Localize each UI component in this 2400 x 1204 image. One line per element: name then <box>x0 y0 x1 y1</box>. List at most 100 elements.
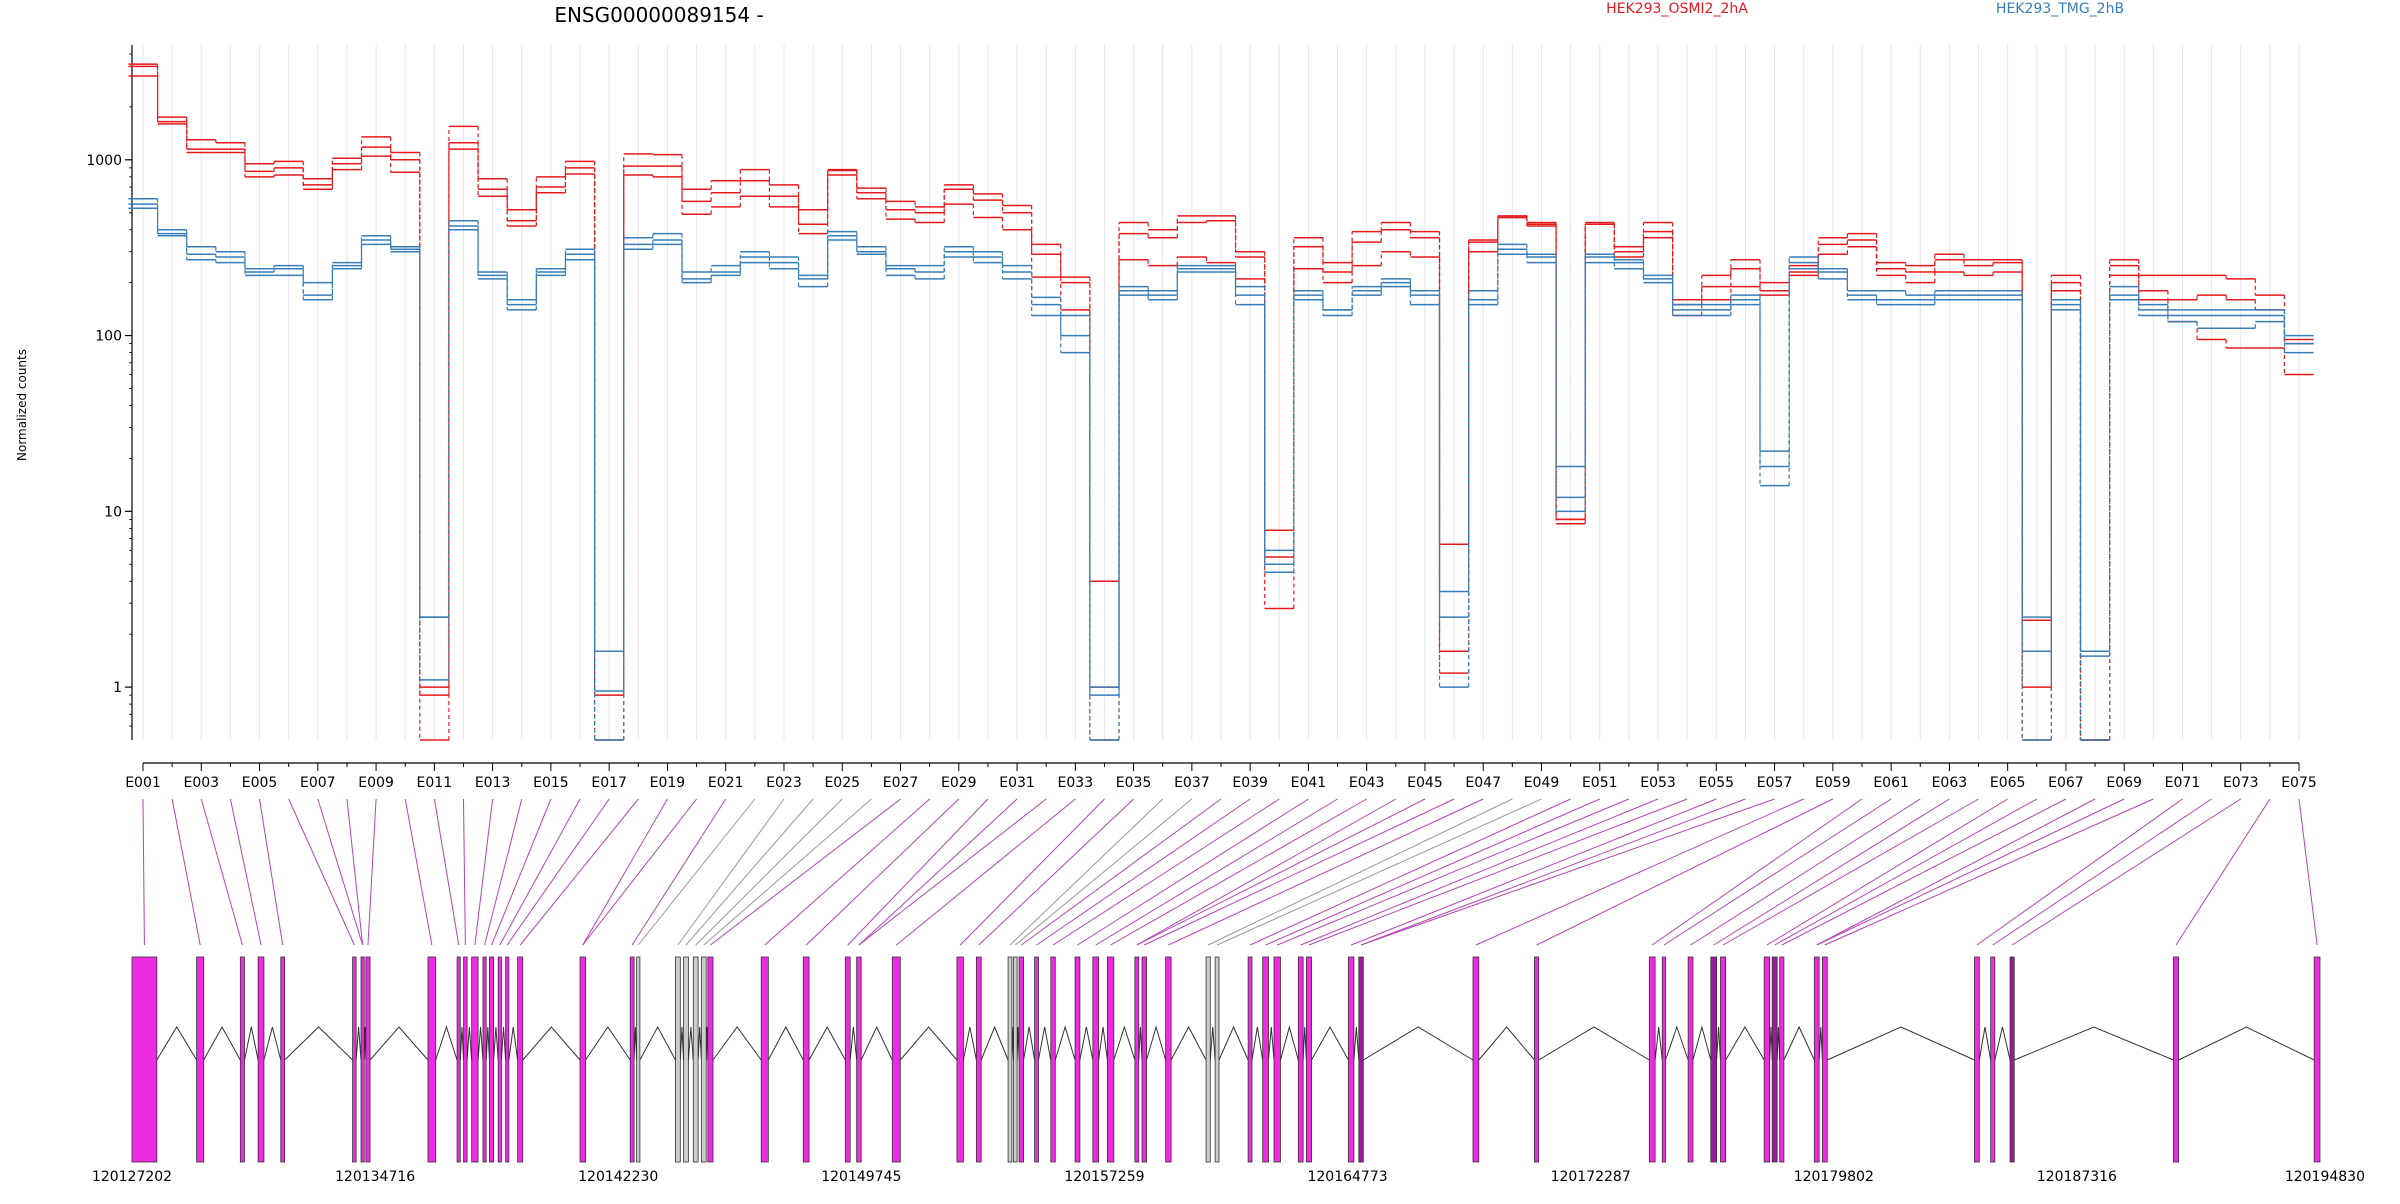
intron-line <box>1209 1026 1216 1061</box>
exon-connector <box>1052 798 1280 946</box>
x-tick-label: E061 <box>1873 775 1909 791</box>
exon-connector <box>1360 798 1775 946</box>
exon-connector <box>506 798 610 946</box>
x-tick-label: E059 <box>1815 775 1851 791</box>
exon-block <box>456 956 461 1163</box>
exon-connector <box>259 798 284 946</box>
exon-block <box>1007 956 1013 1163</box>
intron-line <box>860 1025 893 1061</box>
exon-connector <box>1360 798 1746 946</box>
exon-block <box>692 956 699 1163</box>
exon-block <box>489 956 495 1163</box>
x-tick-label: E037 <box>1174 775 1210 791</box>
exon-connector <box>631 798 727 946</box>
exon-block <box>2313 956 2321 1163</box>
exon-block <box>1779 956 1785 1163</box>
intron-line <box>2014 1026 2174 1061</box>
exon-block <box>1648 956 1656 1163</box>
intron-line <box>1818 1026 1823 1061</box>
exon-block <box>1134 956 1140 1163</box>
x-tick-label: E071 <box>2165 775 2201 791</box>
exon-block <box>802 956 810 1163</box>
intron-line <box>1769 1026 1773 1061</box>
exon-connector <box>1021 798 1222 946</box>
exon-block <box>1661 956 1666 1163</box>
exon-connector <box>764 798 930 946</box>
x-tick-label: E023 <box>766 775 802 791</box>
intron-line <box>1363 1026 1474 1061</box>
x-tick-label: E033 <box>1058 775 1094 791</box>
exon-connector <box>1350 798 1717 946</box>
intron-line <box>1654 1026 1663 1061</box>
exon-block <box>463 956 468 1163</box>
exon-connector <box>1095 798 1338 946</box>
exon-block <box>1358 956 1364 1163</box>
intron-line <box>899 1026 958 1061</box>
x-tick-label: E021 <box>708 775 744 791</box>
intron-line <box>1037 1026 1052 1061</box>
intron-line <box>1280 1025 1299 1061</box>
exon-block <box>1813 956 1820 1163</box>
exon-block <box>1534 956 1540 1163</box>
exon-connector <box>1536 798 1834 946</box>
exon-block <box>760 956 769 1163</box>
exon-connector <box>484 798 523 946</box>
exon-block <box>636 956 641 1163</box>
exon-block <box>1974 956 1980 1163</box>
exon-connector <box>858 798 1047 946</box>
genomic-coordinate-label: 120157259 <box>1064 1169 1144 1185</box>
exon-block <box>1771 956 1778 1163</box>
exon-connector <box>142 798 145 946</box>
x-tick-label: E073 <box>2223 775 2259 791</box>
intron-line <box>697 1026 702 1061</box>
intron-line <box>585 1026 631 1061</box>
x-tick-label: E055 <box>1699 775 1735 791</box>
exon-block <box>427 956 437 1163</box>
exon-connector <box>491 798 552 946</box>
exon-connector <box>1781 798 2067 946</box>
exon-block <box>1050 956 1056 1163</box>
intron-line <box>1146 1025 1167 1061</box>
y-tick-label: 100 <box>95 329 122 345</box>
intron-line <box>369 1026 429 1061</box>
x-tick-label: E013 <box>475 775 511 791</box>
exon-block <box>1822 956 1828 1163</box>
exon-block <box>1763 956 1771 1163</box>
exon-block <box>683 956 689 1163</box>
exon-block <box>2009 956 2015 1163</box>
x-tick-label: E051 <box>1582 775 1618 791</box>
legend-entry: HEK293_OSMI2_2hA <box>1606 1 1748 17</box>
exon-connector <box>978 798 1134 946</box>
intron-line <box>1079 1026 1094 1061</box>
intron-line <box>156 1026 198 1061</box>
exon-block <box>891 956 901 1163</box>
intron-line <box>639 1025 676 1061</box>
intron-line <box>522 1026 581 1061</box>
exon-connector <box>229 798 262 946</box>
exon-connector <box>858 798 1018 946</box>
exon-connector <box>346 798 364 946</box>
y-axis: 1 10 100 1000 <box>86 45 133 740</box>
exon-block <box>675 956 681 1163</box>
x-tick-label: E009 <box>358 775 394 791</box>
genomic-coordinate-label: 120194830 <box>2285 1169 2365 1185</box>
genomic-coordinate-label: 120187316 <box>2037 1169 2117 1185</box>
exon-connector <box>1015 798 1193 946</box>
intron-line <box>962 1026 977 1061</box>
exon-block <box>517 956 524 1163</box>
exon-connector <box>1144 798 1455 946</box>
exon-block <box>1273 956 1281 1163</box>
genomic-coordinate-label: 120149745 <box>821 1169 901 1185</box>
exon-connector <box>171 798 201 946</box>
intron-line <box>284 1026 353 1061</box>
intron-line <box>687 1026 694 1061</box>
intron-line <box>1783 1025 1815 1061</box>
intron-line <box>980 1025 1009 1061</box>
genomic-axis: 120127202 120134716 120142230 120149745 1201… <box>92 1169 2365 1185</box>
exon-connector <box>1713 798 1950 946</box>
intron-line <box>435 1025 458 1061</box>
intron-line <box>1311 1025 1349 1061</box>
intron-line <box>1218 1025 1249 1061</box>
series-HEK293_TMG_2hB-5 <box>128 207 2314 741</box>
exon-connector <box>1009 798 1164 946</box>
